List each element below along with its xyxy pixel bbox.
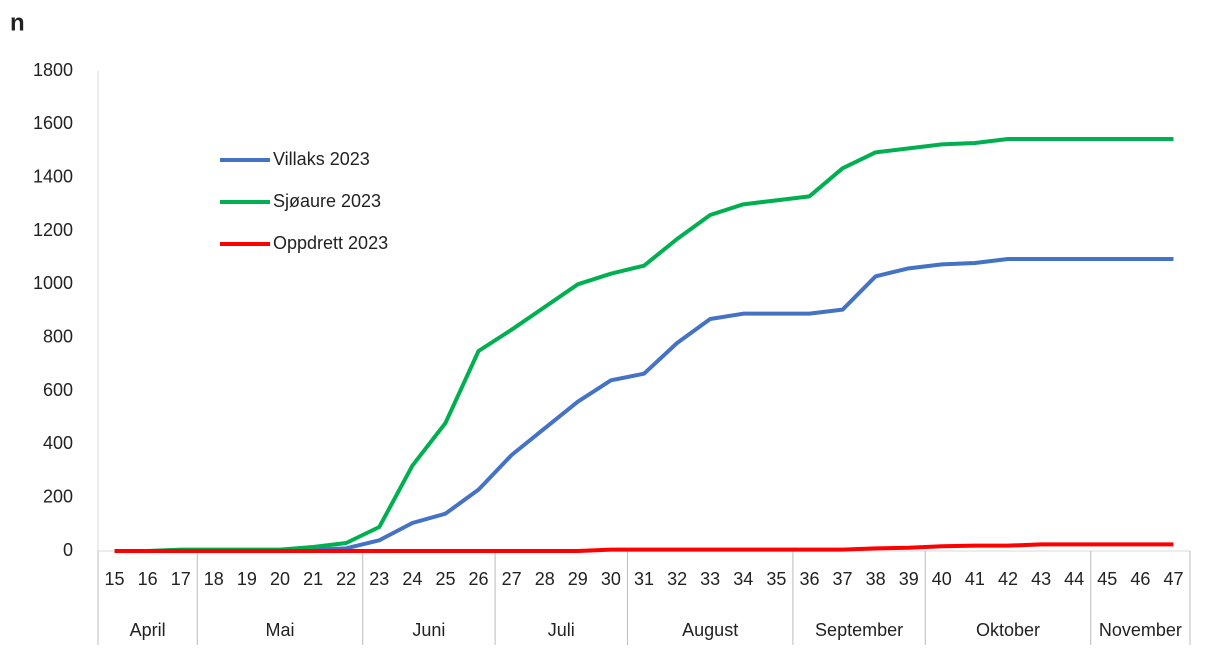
legend-label: Oppdrett 2023 [273,233,388,253]
series-line [114,257,1174,553]
x-tick-label: 17 [171,569,191,589]
month-label: November [1099,620,1182,640]
x-tick-label: 42 [998,569,1018,589]
x-tick-label: 19 [237,569,257,589]
x-tick-label: 40 [932,569,952,589]
y-tick-label: 1200 [33,220,73,240]
x-tick-label: 31 [634,569,654,589]
x-tick-label: 37 [833,569,853,589]
series-line [114,137,1174,553]
x-tick-label: 41 [965,569,985,589]
x-tick-label: 26 [469,569,489,589]
month-label: September [815,620,903,640]
x-tick-label: 22 [336,569,356,589]
y-tick-label: 1000 [33,273,73,293]
x-tick-label: 32 [667,569,687,589]
y-tick-label: 0 [63,540,73,560]
x-tick-label: 20 [270,569,290,589]
x-tick-label: 38 [866,569,886,589]
y-tick-label: 800 [43,326,73,346]
x-tick-label: 16 [138,569,158,589]
y-tick-label: 1600 [33,113,73,133]
month-label: Mai [265,620,294,640]
x-tick-label: 46 [1130,569,1150,589]
x-tick-label: 39 [899,569,919,589]
x-tick-label: 45 [1097,569,1117,589]
month-label: April [130,620,166,640]
x-tick-label: 15 [105,569,125,589]
y-tick-label: 1800 [33,60,73,80]
month-label: Oktober [976,620,1040,640]
x-tick-label: 25 [435,569,455,589]
series-line [114,542,1174,553]
x-tick-label: 35 [766,569,786,589]
x-tick-label: 44 [1064,569,1084,589]
x-tick-label: 30 [601,569,621,589]
x-tick-label: 21 [303,569,323,589]
legend-label: Sjøaure 2023 [273,191,381,211]
month-label: Juli [548,620,575,640]
x-tick-label: 36 [799,569,819,589]
month-label: Juni [412,620,445,640]
legend-label: Villaks 2023 [273,149,370,169]
x-tick-label: 23 [369,569,389,589]
y-tick-label: 400 [43,433,73,453]
x-tick-label: 29 [568,569,588,589]
x-tick-label: 34 [733,569,753,589]
x-tick-label: 24 [402,569,422,589]
x-tick-label: 18 [204,569,224,589]
chart-title: n [10,9,25,36]
x-tick-label: 47 [1163,569,1183,589]
y-tick-label: 1400 [33,166,73,186]
x-tick-label: 33 [700,569,720,589]
y-tick-label: 600 [43,380,73,400]
month-label: August [682,620,738,640]
x-tick-label: 28 [535,569,555,589]
x-tick-label: 43 [1031,569,1051,589]
x-tick-label: 27 [502,569,522,589]
y-tick-label: 200 [43,486,73,506]
